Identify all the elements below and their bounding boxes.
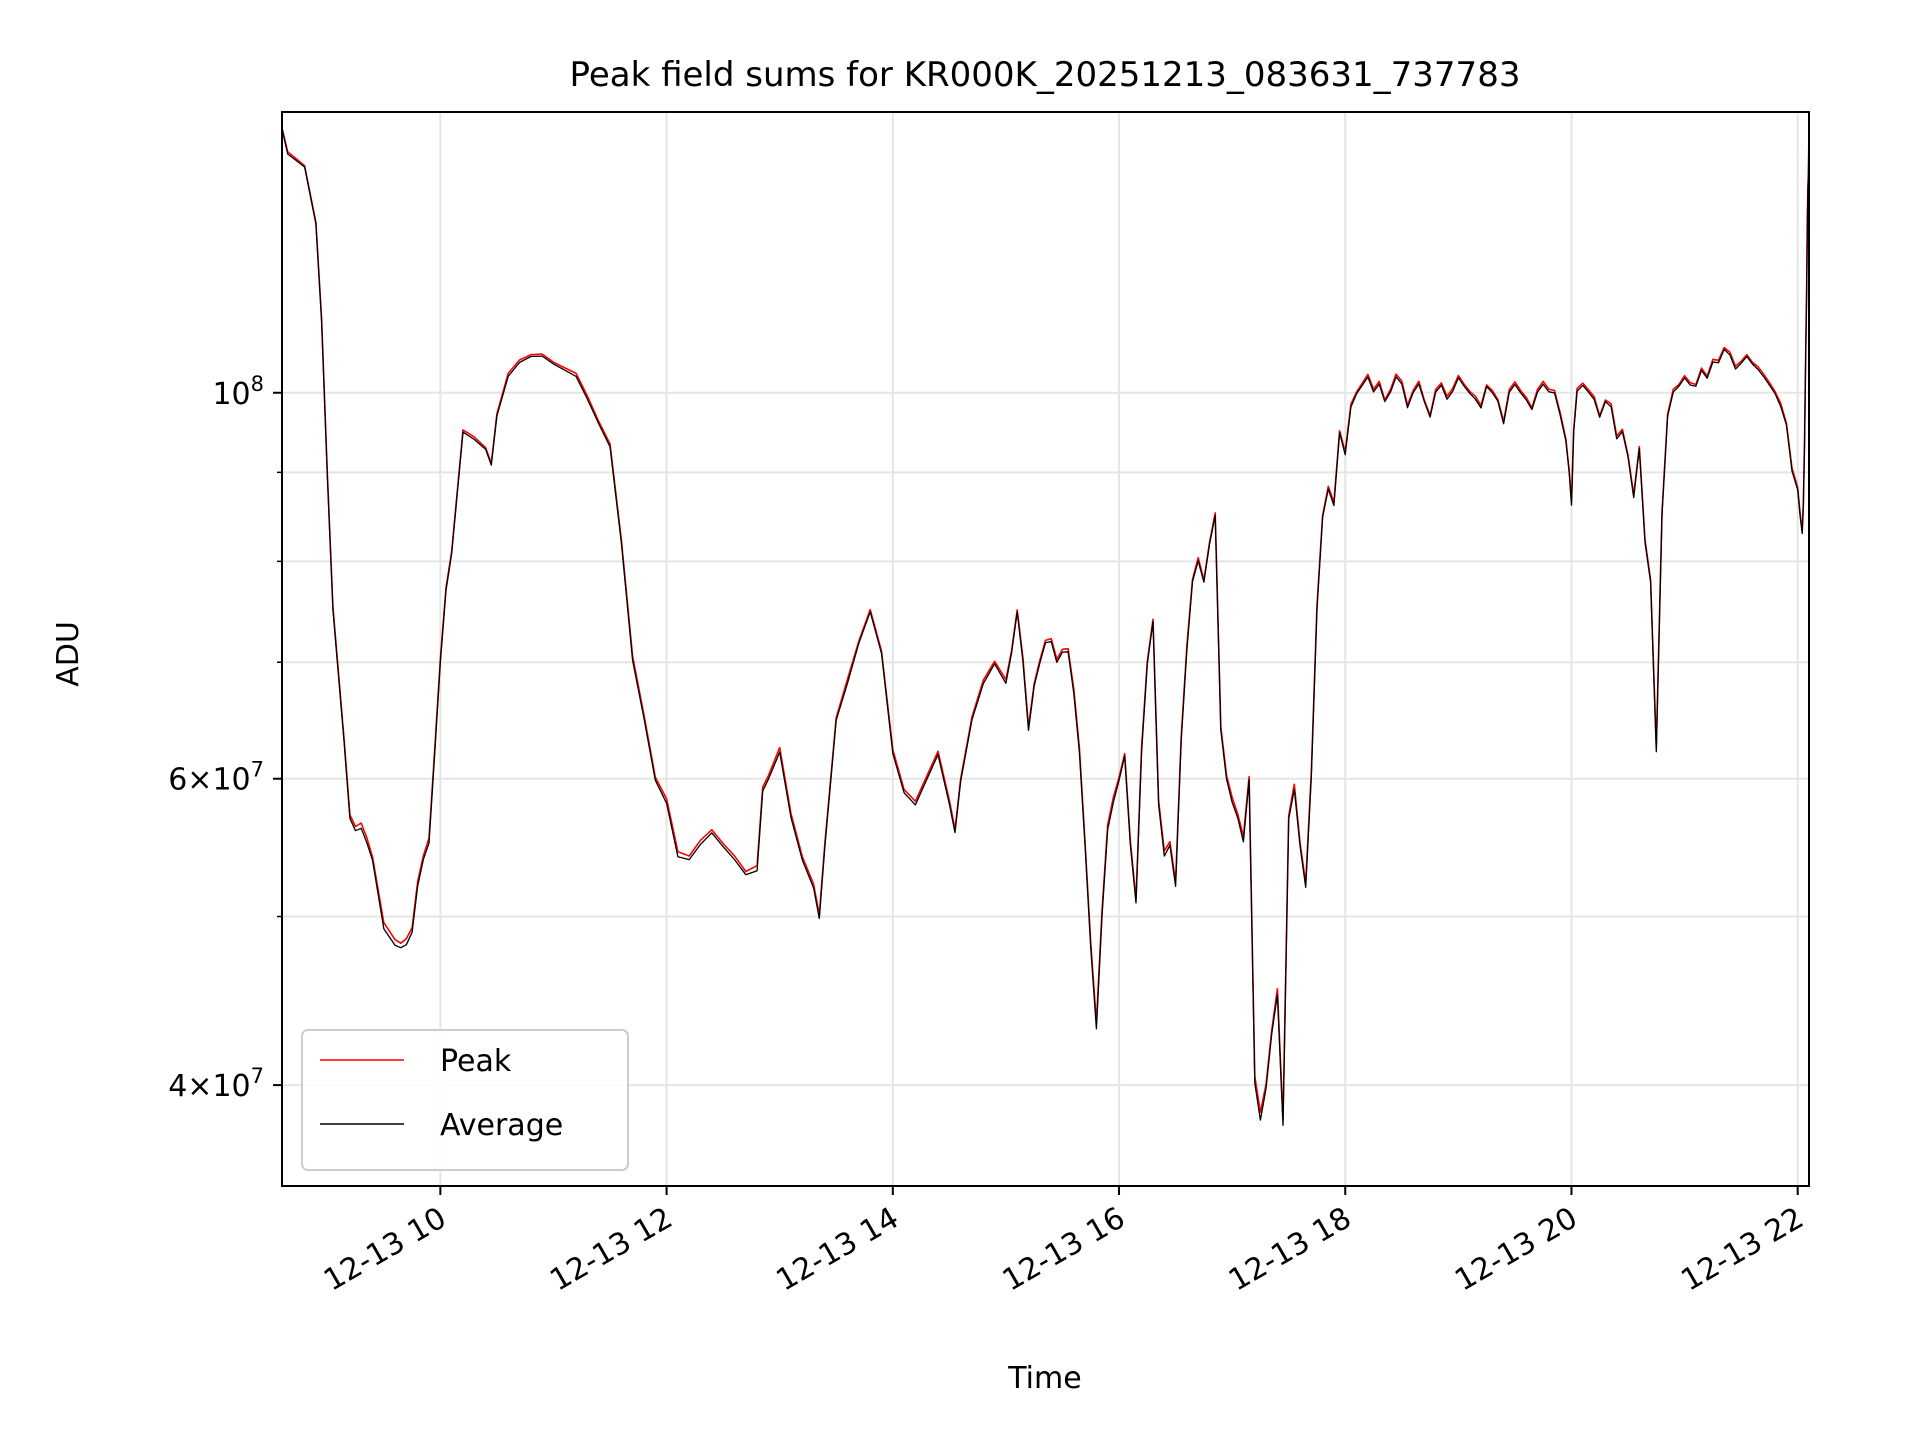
y-axis-label: ADU (51, 621, 86, 687)
y-tick-base: 10 (212, 377, 250, 412)
chart-title: Peak field sums for KR000K_20251213_0836… (570, 55, 1521, 95)
y-tick-exponent: 8 (251, 372, 264, 396)
y-tick-exponent: 7 (251, 1064, 264, 1088)
average-series-line (281, 127, 1810, 1127)
plot-frame (281, 111, 1810, 1187)
legend-label-peak: Peak (440, 1044, 512, 1079)
legend: Peak Average (301, 1029, 629, 1171)
y-tick-base: 10 (212, 763, 250, 798)
y-tick-mantissa: 4 (168, 1069, 187, 1104)
y-tick-mantissa: 6 (168, 763, 187, 798)
legend-label-average: Average (440, 1108, 563, 1143)
y-tick-label: 4×107 (168, 1064, 264, 1104)
legend-box (301, 1029, 629, 1171)
y-tick-label: 108 (212, 372, 264, 412)
y-tick-exponent: 7 (251, 758, 264, 782)
y-tick-base: 10 (212, 1069, 250, 1104)
plot-series (281, 126, 1810, 1127)
x-axis-label: Time (1007, 1361, 1081, 1396)
y-tick-label: 6×107 (168, 758, 264, 798)
